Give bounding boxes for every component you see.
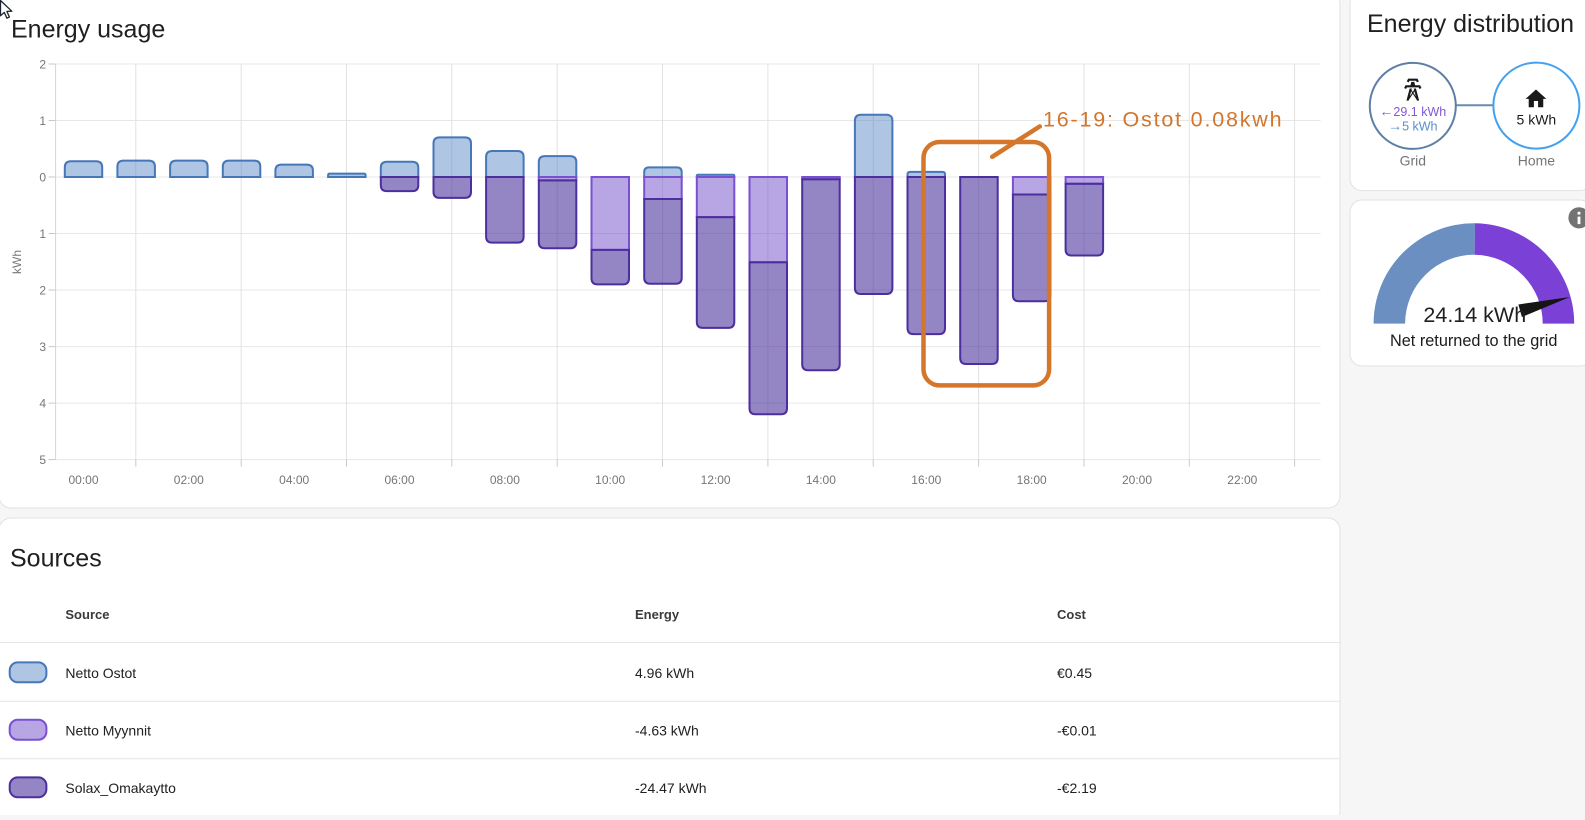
svg-text:→5 kWh: →5 kWh (1388, 118, 1437, 134)
svg-text:3: 3 (39, 340, 46, 354)
svg-text:22:00: 22:00 (1227, 473, 1257, 487)
svg-text:0: 0 (39, 170, 46, 184)
svg-text:16-19: Ostot 0.08kwh: 16-19: Ostot 0.08kwh (1043, 107, 1283, 131)
svg-text:Sources: Sources (10, 545, 102, 573)
svg-text:Home: Home (1518, 153, 1556, 169)
svg-text:00:00: 00:00 (68, 473, 98, 487)
svg-text:€0.45: €0.45 (1057, 665, 1092, 681)
svg-text:Netto Ostot: Netto Ostot (65, 665, 136, 681)
svg-text:16:00: 16:00 (911, 473, 941, 487)
svg-text:-4.63 kWh: -4.63 kWh (635, 723, 699, 739)
svg-text:-24.47 kWh: -24.47 kWh (635, 780, 707, 796)
svg-text:10:00: 10:00 (595, 473, 625, 487)
svg-text:Energy: Energy (635, 607, 680, 622)
svg-text:Grid: Grid (1400, 153, 1426, 169)
svg-text:Energy usage: Energy usage (11, 16, 165, 44)
svg-text:4: 4 (39, 396, 46, 410)
svg-text:12:00: 12:00 (701, 473, 731, 487)
svg-text:18:00: 18:00 (1017, 473, 1047, 487)
svg-text:4.96 kWh: 4.96 kWh (635, 665, 694, 681)
svg-text:2: 2 (39, 283, 46, 297)
svg-text:5 kWh: 5 kWh (1517, 112, 1557, 128)
svg-text:-€2.19: -€2.19 (1057, 780, 1097, 796)
svg-text:Cost: Cost (1057, 607, 1087, 622)
svg-text:Netto Myynnit: Netto Myynnit (65, 723, 151, 739)
svg-text:14:00: 14:00 (806, 473, 836, 487)
svg-text:20:00: 20:00 (1122, 473, 1152, 487)
svg-text:04:00: 04:00 (279, 473, 309, 487)
svg-text:Net returned to the grid: Net returned to the grid (1390, 332, 1557, 350)
svg-text:Energy distribution: Energy distribution (1367, 10, 1574, 38)
svg-text:08:00: 08:00 (490, 473, 520, 487)
svg-text:02:00: 02:00 (174, 473, 204, 487)
svg-text:2: 2 (39, 57, 46, 71)
svg-text:Source: Source (65, 607, 109, 622)
svg-text:-€0.01: -€0.01 (1057, 723, 1097, 739)
svg-text:06:00: 06:00 (384, 473, 414, 487)
svg-text:←29.1 kWh: ←29.1 kWh (1379, 103, 1446, 119)
svg-text:5: 5 (39, 453, 46, 467)
svg-text:Solax_Omakaytto: Solax_Omakaytto (65, 780, 176, 796)
svg-text:24.14 kWh: 24.14 kWh (1423, 303, 1526, 327)
svg-text:1: 1 (39, 227, 46, 241)
svg-text:1: 1 (39, 114, 46, 128)
svg-text:kWh: kWh (10, 250, 24, 274)
